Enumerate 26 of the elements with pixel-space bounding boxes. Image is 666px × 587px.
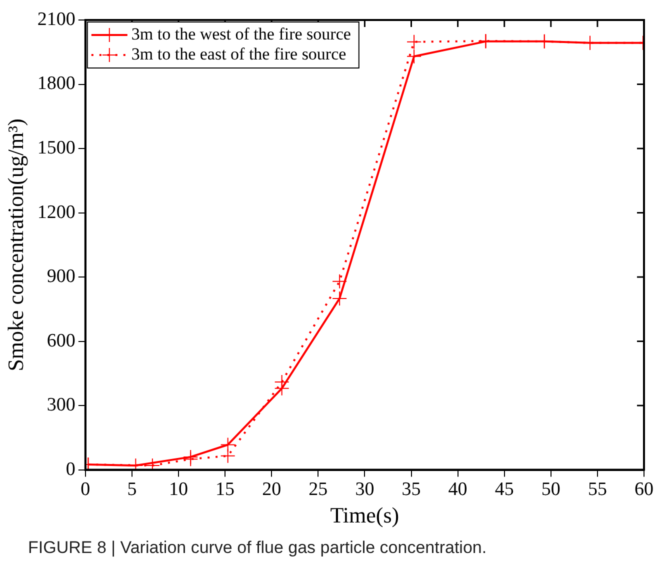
x-tick-label: 55: [588, 479, 607, 500]
x-axis-title: Time(s): [330, 502, 400, 528]
y-tick-label: 1200: [37, 202, 76, 223]
x-tick-label: 50: [541, 479, 560, 500]
x-tick-label: 30: [355, 479, 374, 500]
x-tick-label: 40: [448, 479, 468, 500]
x-tick-label: 20: [262, 479, 282, 500]
x-tick-label: 0: [80, 479, 90, 500]
x-tick-label: 15: [216, 479, 235, 500]
y-axis-title: Smoke concentration(ug/m³): [2, 118, 28, 372]
y-tick-label: 600: [46, 330, 76, 352]
x-tick-label: 10: [169, 479, 188, 500]
x-tick-label: 35: [402, 479, 421, 500]
text: 3m to the west of the fire source: [131, 24, 351, 44]
y-tick-label: 900: [46, 266, 76, 288]
y-tick-label: 0: [66, 458, 76, 480]
legend-label: 3m to the east of the fire source: [131, 44, 346, 64]
y-tick-label: 1800: [37, 73, 76, 94]
caption: FIGURE 8 | Variation curve of flue gas particle concentration.: [28, 538, 488, 558]
x-tick-label: 45: [494, 479, 514, 500]
x-tick-label: 25: [308, 479, 328, 500]
x-tick-label: 60: [634, 479, 654, 500]
y-tick-label: 300: [46, 394, 76, 416]
y-tick-label: 2100: [37, 8, 76, 30]
x-tick-label: 5: [127, 479, 137, 500]
y-tick-label: 1500: [37, 138, 76, 158]
